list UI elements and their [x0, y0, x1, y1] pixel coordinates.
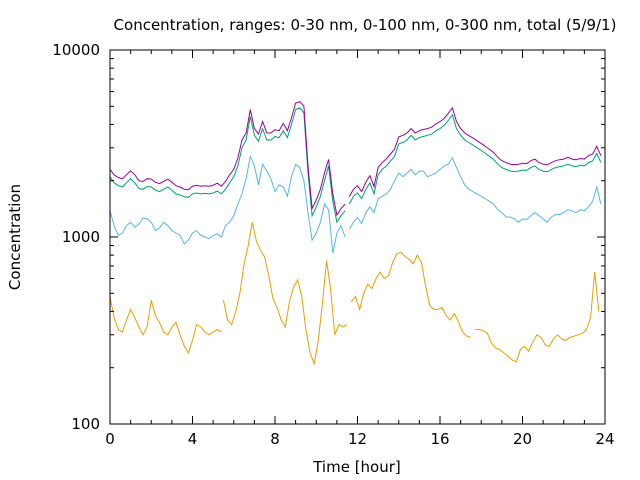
x-tick-label: 16 [430, 430, 449, 448]
x-tick-label: 20 [513, 430, 532, 448]
axes-layer: 0 4 8 12 16 20 24 100 1000 10000 [52, 41, 614, 448]
x-axis-label: Time [hour] [312, 458, 401, 476]
series-line-2 [109, 107, 602, 224]
x-tick-label: 12 [348, 430, 367, 448]
y-tick-label: 10000 [52, 41, 100, 59]
series-line-0 [109, 222, 600, 366]
series-line-1 [109, 154, 602, 254]
x-tick-label: 8 [270, 430, 280, 448]
x-tick-label: 0 [105, 430, 115, 448]
y-tick-label: 1000 [62, 228, 100, 246]
series-layer [109, 101, 602, 366]
plot-frame [109, 49, 606, 425]
chart-title: Concentration, ranges: 0-30 nm, 0-100 nm… [114, 16, 617, 34]
x-tick-label: 24 [595, 430, 614, 448]
x-tick-label: 4 [188, 430, 198, 448]
series-line-3 [109, 101, 602, 217]
y-axis-label: Concentration [6, 184, 24, 290]
y-tick-label: 100 [71, 415, 100, 433]
